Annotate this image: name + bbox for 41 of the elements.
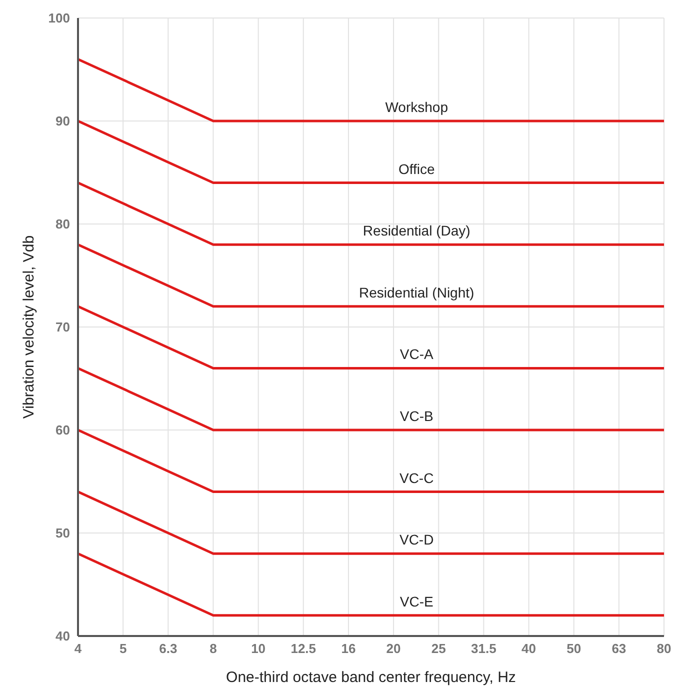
y-tick-label: 80 xyxy=(56,216,70,232)
series-label: VC-A xyxy=(400,346,434,362)
x-tick-label: 50 xyxy=(566,641,582,656)
x-tick-label: 40 xyxy=(522,641,536,656)
line-series xyxy=(76,366,666,432)
line-series xyxy=(76,305,666,370)
series-label: Residential (Night) xyxy=(359,284,474,300)
x-tick-label: 80 xyxy=(656,641,672,656)
series-label: VC-C xyxy=(400,470,434,486)
line-series xyxy=(76,490,666,555)
line-series xyxy=(76,58,666,122)
line-series xyxy=(76,552,666,617)
y-tick-label: 40 xyxy=(56,628,70,644)
line-series xyxy=(76,243,666,308)
x-tick-label: 63 xyxy=(612,641,626,656)
y-tick-label: 50 xyxy=(56,526,70,541)
x-tick-label: 25 xyxy=(431,641,446,656)
series-label: Workshop xyxy=(385,99,448,115)
y-tick-label: 70 xyxy=(56,320,70,335)
x-tick-label: 16 xyxy=(341,641,356,656)
x-tick-label: 5 xyxy=(119,641,127,656)
series-label: VC-B xyxy=(400,408,434,424)
y-axis-title: Vibration velocity level, Vdb xyxy=(20,235,38,419)
y-tick-label: 60 xyxy=(56,422,70,438)
x-tick-label: 31.5 xyxy=(471,641,496,656)
x-tick-label: 8 xyxy=(210,641,217,656)
line-series xyxy=(76,182,666,246)
line-series xyxy=(76,428,666,494)
line-series xyxy=(76,120,666,184)
y-tick-label: 90 xyxy=(56,114,70,129)
x-tick-label: 4 xyxy=(74,641,82,656)
y-tick-label: 100 xyxy=(48,10,70,26)
x-tick-label: 12.5 xyxy=(290,641,316,656)
series-label: Residential (Day) xyxy=(362,222,470,239)
x-tick-label: 10 xyxy=(251,641,266,656)
series-label: VC-E xyxy=(400,593,434,610)
x-axis-title: One-third octave band center frequency, Hz xyxy=(226,669,516,686)
series-label: VC-D xyxy=(400,532,434,548)
x-tick-label: 6.3 xyxy=(159,641,178,656)
x-tick-label: 20 xyxy=(386,641,401,656)
series-label: Office xyxy=(398,160,435,177)
